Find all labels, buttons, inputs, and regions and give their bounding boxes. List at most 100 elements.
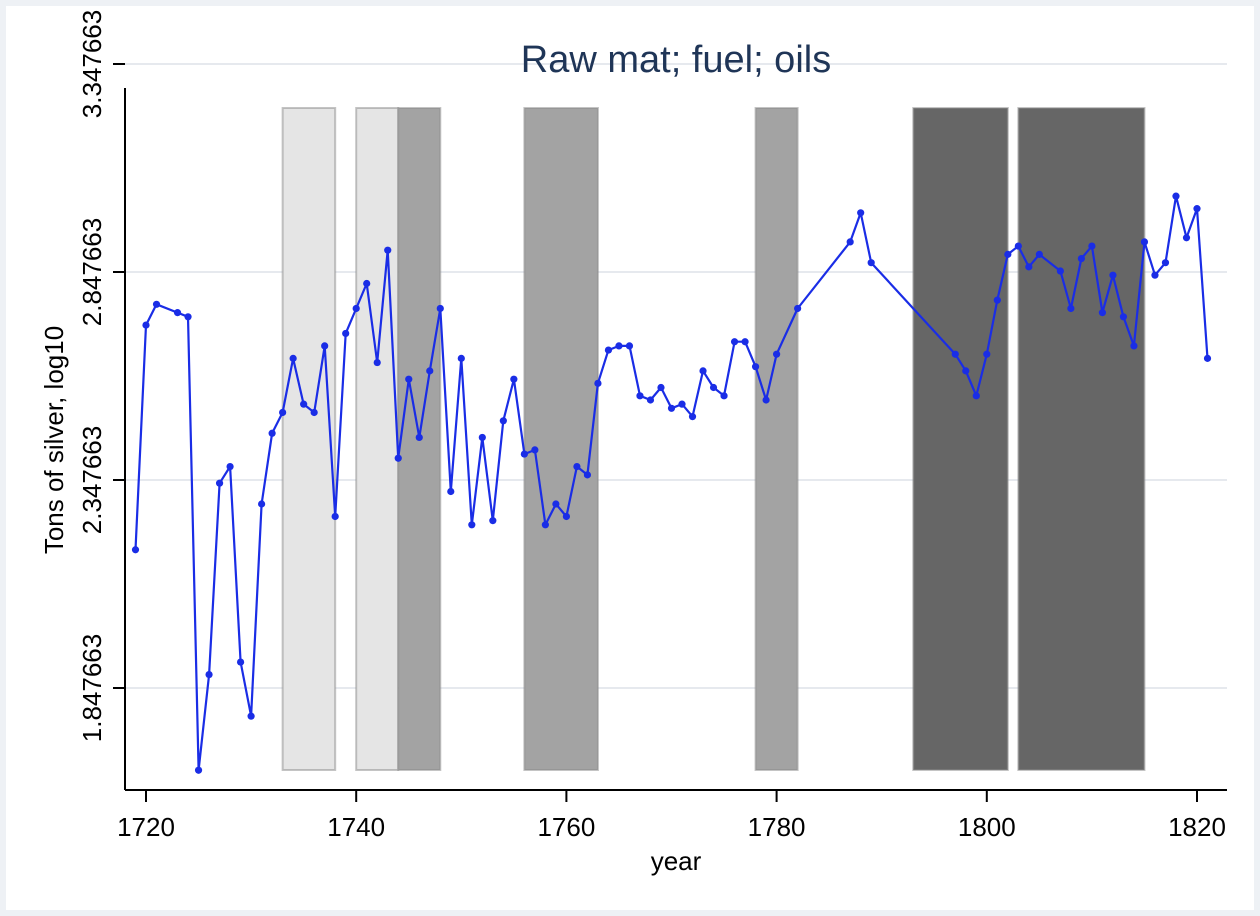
data-point-1755 [510,375,518,383]
x-tick-label-2: 1760 [537,812,595,842]
y-tick-label-3: 3.347663 [77,10,107,118]
data-point-1723 [173,309,182,317]
data-point-1747 [426,367,434,375]
data-point-1724 [184,313,192,321]
x-tick-label-4: 1800 [958,812,1016,842]
data-point-1820 [1193,205,1201,213]
data-point-1799 [972,392,980,400]
data-point-1726 [205,670,213,679]
data-point-1732 [268,429,276,437]
x-tick-label-0: 1720 [117,812,175,842]
data-point-1731 [258,500,266,508]
axes [113,63,1227,802]
data-point-1776 [730,338,739,346]
data-point-1730 [247,712,255,720]
data-point-1725 [194,766,203,774]
data-point-1775 [720,392,728,400]
data-point-1787 [846,238,854,246]
y-tick-label-1: 2.347663 [77,426,107,534]
series-points [131,192,1212,774]
data-point-1797 [951,350,959,358]
data-point-1778 [751,363,760,371]
data-point-1798 [962,367,970,375]
data-point-1744 [394,454,402,462]
shaded-period-1 [355,107,400,771]
data-point-1764 [604,346,613,354]
data-point-1762 [583,471,592,479]
data-point-1756 [520,450,528,458]
data-point-1719 [131,546,140,554]
data-point-1737 [321,342,329,350]
data-point-1815 [1140,238,1149,246]
data-point-1757 [531,446,539,454]
y-axis-label: Tons of silver, log10 [39,326,69,554]
data-point-1736 [310,408,318,417]
data-point-1767 [636,392,644,400]
y-tick-label-2: 2.847663 [77,218,107,326]
x-tick-label-5: 1820 [1168,812,1226,842]
data-point-1749 [447,487,455,496]
data-point-1728 [226,462,234,471]
data-point-1758 [541,521,549,529]
x-axis-label: year [651,846,702,876]
data-point-1766 [625,342,634,350]
shaded-period-5 [912,107,1009,771]
data-point-1821 [1203,354,1212,362]
data-point-1789 [867,259,875,267]
data-point-1817 [1161,259,1170,267]
data-point-1812 [1109,271,1117,279]
data-point-1741 [363,279,371,288]
data-point-1727 [215,479,224,487]
data-point-1746 [415,433,423,442]
data-point-1770 [667,404,676,412]
data-point-1733 [279,408,287,417]
x-tick-label-1: 1740 [327,812,385,842]
data-point-1739 [342,329,350,338]
data-point-1773 [699,367,707,375]
shaded-periods [281,107,1146,771]
data-point-1754 [499,417,507,425]
data-point-1774 [709,383,718,392]
data-point-1780 [773,350,781,358]
data-point-1777 [741,338,749,346]
data-point-1807 [1056,267,1064,275]
x-tick-label-3: 1780 [748,812,806,842]
data-point-1753 [489,517,497,525]
data-point-1819 [1182,234,1191,242]
data-point-1748 [436,304,444,313]
data-point-1720 [142,321,150,329]
data-point-1810 [1088,242,1096,250]
data-point-1729 [236,658,245,666]
data-point-1740 [352,304,360,313]
data-point-1768 [646,396,655,404]
data-point-1808 [1067,304,1075,313]
data-point-1750 [457,354,465,362]
data-point-1802 [1004,250,1012,258]
data-point-1804 [1025,263,1033,271]
data-point-1788 [857,209,865,217]
data-point-1801 [993,296,1001,304]
shaded-period-4 [754,107,799,771]
data-point-1742 [373,358,381,367]
data-point-1800 [983,350,991,358]
data-point-1761 [573,462,581,471]
data-point-1745 [405,375,413,383]
data-point-1809 [1077,254,1085,263]
data-point-1769 [657,383,665,392]
data-point-1751 [468,521,476,529]
shaded-period-6 [1017,107,1146,771]
data-point-1811 [1098,309,1107,317]
data-point-1759 [552,500,560,508]
shaded-period-0 [281,107,337,771]
data-point-1721 [152,300,161,308]
data-point-1816 [1151,271,1159,279]
data-point-1818 [1172,192,1180,200]
data-point-1735 [300,400,308,408]
data-point-1814 [1130,342,1138,350]
data-point-1743 [384,246,392,254]
data-point-1772 [688,413,697,421]
data-point-1779 [762,396,770,404]
data-point-1803 [1014,242,1022,250]
data-point-1782 [794,304,802,313]
